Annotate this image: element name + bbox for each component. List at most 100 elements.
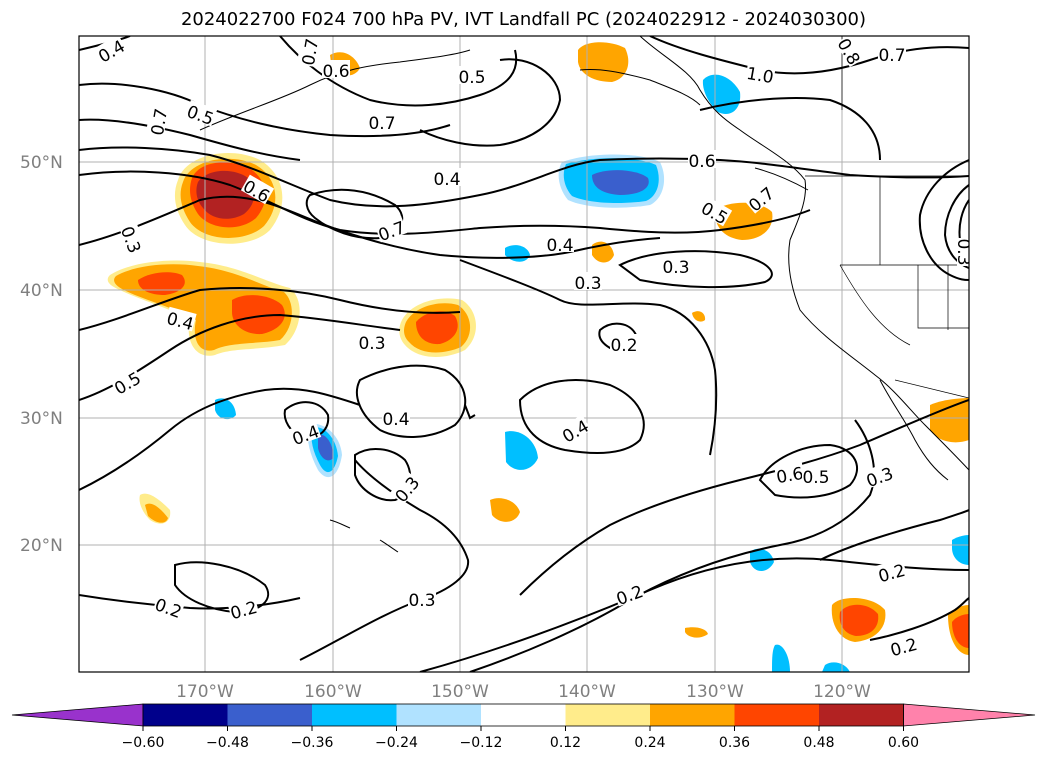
contour-label-bg xyxy=(164,306,197,332)
border-state xyxy=(840,176,969,330)
contour-line xyxy=(464,404,476,420)
shading-blob-orange xyxy=(685,627,708,638)
coastline-north-america xyxy=(639,36,969,471)
map-frame xyxy=(78,35,970,673)
contour-label-bg xyxy=(358,332,386,350)
contour-label: 0.7 xyxy=(299,37,323,67)
colorbar-tick-label: 0.36 xyxy=(719,735,750,751)
contour-label-bg xyxy=(662,256,690,274)
colorbar-segment xyxy=(481,704,566,726)
contour-line xyxy=(283,401,330,440)
colorbar-segment xyxy=(312,704,397,726)
contour-label: 0.5 xyxy=(458,68,485,88)
border-us-mexico xyxy=(894,379,969,399)
colorbar-segment xyxy=(565,704,651,726)
contour-label: 0.2 xyxy=(610,336,637,356)
contour-label-bg xyxy=(862,461,896,489)
colorbar-segment xyxy=(227,704,313,726)
contour-label-bg xyxy=(887,632,920,658)
contour-label-bg xyxy=(240,174,275,205)
shading-blob-blue xyxy=(505,431,538,470)
contour-line xyxy=(79,594,301,610)
contour-line xyxy=(519,399,969,596)
longitude-labels: 170°W 160°W 150°W 140°W 130°W 120°W xyxy=(176,682,871,702)
contour-line xyxy=(819,509,969,561)
colorbar-segment xyxy=(396,704,482,726)
lon-label: 170°W xyxy=(176,682,234,702)
shading-blob-blue xyxy=(822,662,850,672)
contour-line xyxy=(419,58,562,147)
shading-blob-red xyxy=(416,311,458,345)
contour-line xyxy=(699,97,881,161)
contour-label: 0.6 xyxy=(322,62,349,82)
colorbar-extend-low xyxy=(11,703,144,727)
shading-blob-red xyxy=(138,272,185,295)
contour-label: 0.6 xyxy=(688,152,715,172)
contour-line xyxy=(79,82,451,138)
contour-label-bg xyxy=(698,196,733,227)
contour-label-bg xyxy=(802,466,830,484)
border-state xyxy=(839,264,911,346)
contour-label-bg xyxy=(574,272,602,290)
colorbar-segment xyxy=(734,704,820,726)
contour-label: 0.7 xyxy=(878,46,905,66)
lat-label: 40°N xyxy=(20,281,63,301)
shading-blob-blue xyxy=(215,398,236,420)
colorbar-tick-label: −0.12 xyxy=(460,735,503,751)
contour-line xyxy=(174,561,270,614)
contour-line xyxy=(459,259,718,456)
colorbar-tick-label: −0.24 xyxy=(375,735,418,751)
contour-label-bg xyxy=(745,61,776,85)
contour-label-bg xyxy=(743,181,777,214)
contour-label-bg xyxy=(184,99,218,127)
shading-blob-blue xyxy=(772,644,790,672)
contour-line xyxy=(279,36,518,107)
contour-label: 0.4 xyxy=(546,236,573,256)
shading-blob-orange xyxy=(145,503,168,523)
contour-label: 0.3 xyxy=(358,334,385,354)
contour-label: 0.7 xyxy=(148,107,172,137)
lon-label: 120°W xyxy=(813,682,871,702)
contour-label-bg xyxy=(546,234,574,252)
contour-line xyxy=(618,250,773,289)
colorbar-tick-label: 0.48 xyxy=(803,735,834,751)
coastline-vancouver-island xyxy=(754,167,809,191)
contour-label: 0.6 xyxy=(775,464,805,488)
map-title: 2024022700 F024 700 hPa PV, IVT Landfall… xyxy=(180,9,867,30)
colorbar-tick-label: 0.60 xyxy=(888,735,919,751)
contour-label-bg xyxy=(152,592,186,620)
colorbar-extend-high xyxy=(903,703,1036,727)
contour-label-bg xyxy=(688,150,716,168)
coastline-hawaii xyxy=(329,519,399,553)
contour-label-bg xyxy=(389,471,422,505)
shading-blob-orange xyxy=(692,311,706,322)
colorbar-tick-label: 0.24 xyxy=(634,735,665,751)
contour-label-bg xyxy=(774,461,805,485)
contour-label-bg xyxy=(433,168,461,186)
shading-blob-red xyxy=(232,295,285,335)
contour-line xyxy=(758,443,859,499)
contour-label-bg xyxy=(610,334,638,352)
shading-blob-blue xyxy=(952,535,969,565)
lon-label: 150°W xyxy=(431,682,489,702)
contour-line xyxy=(518,379,645,454)
contour-label-bg xyxy=(227,595,260,621)
colorbar-tick-label: −0.36 xyxy=(291,735,334,751)
lon-label: 140°W xyxy=(558,682,616,702)
contour-line xyxy=(79,287,461,331)
contour-label: 0.3 xyxy=(953,238,973,265)
contour-label: 0.5 xyxy=(802,468,829,488)
contour-label-bg xyxy=(322,60,350,78)
colorbar-segment xyxy=(650,704,735,726)
shading-blob-red xyxy=(952,614,969,648)
contour-label-bg xyxy=(957,238,969,266)
contour-label-bg xyxy=(458,66,486,84)
contour-line xyxy=(79,146,969,208)
colorbar-tick-label: −0.60 xyxy=(122,735,165,751)
map-content: 0.40.60.5 0.70.71.00.8 0.70.50.70.40.60.60… xyxy=(79,36,973,672)
contour-label-bg xyxy=(109,366,144,397)
shading-blob-orange xyxy=(490,498,520,522)
contour-label-bg xyxy=(382,408,410,426)
latitude-labels: 50°N 40°N 30°N 20°N xyxy=(20,153,63,556)
